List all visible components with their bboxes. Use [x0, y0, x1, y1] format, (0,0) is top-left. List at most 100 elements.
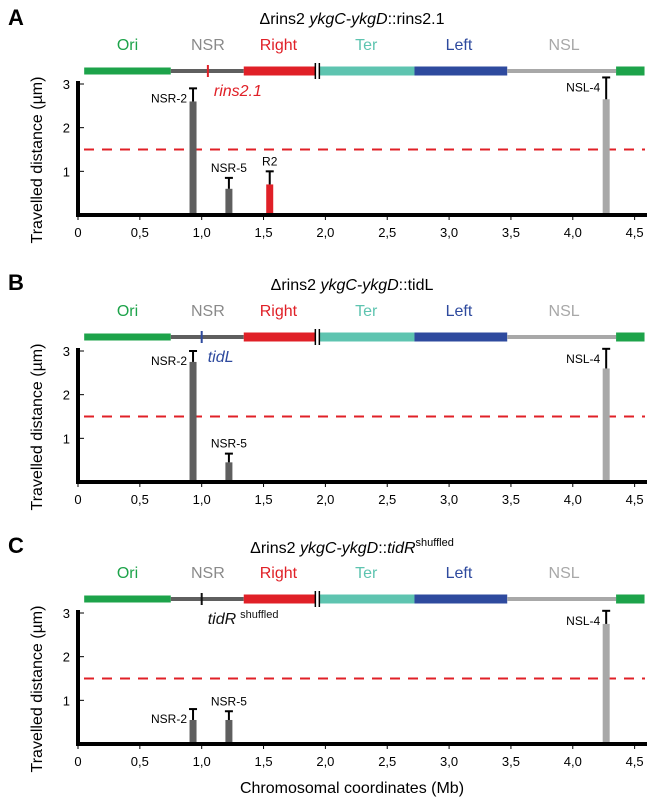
panel-letter: A [8, 5, 24, 30]
title-italic: ykgC-ykgD [299, 540, 379, 557]
bar-nsr-2 [189, 101, 197, 213]
x-tick-label: 0 [74, 225, 81, 240]
x-tick-label: 3,0 [440, 492, 458, 507]
x-tick-label: 3,5 [502, 225, 520, 240]
x-tick-label: 4,0 [564, 754, 582, 769]
title-suffix: ::tidL [399, 277, 434, 294]
x-tick-label: 2,5 [378, 492, 396, 507]
bar-r2 [266, 184, 274, 213]
map-label-left: Left [446, 303, 473, 320]
insert-label-text: tidR [208, 611, 237, 628]
panel-letter: B [8, 270, 24, 295]
map-label-left: Left [446, 37, 473, 54]
x-axis-label: Chromosomal coordinates (Mb) [240, 780, 464, 797]
bar-label: NSL-4 [566, 352, 600, 366]
bar-label: NSL-4 [566, 80, 600, 94]
x-tick-label: 4,5 [626, 754, 644, 769]
map-label-ter: Ter [355, 303, 378, 320]
x-tick-label: 1,0 [193, 492, 211, 507]
insert-label-superscript: shuffled [240, 609, 278, 621]
map-label-ori: Ori [117, 303, 138, 320]
map-label-ori: Ori [117, 37, 138, 54]
bar-label: NSR-5 [211, 437, 247, 451]
y-tick-label: 3 [63, 606, 70, 621]
title-superscript: shuffled [416, 537, 454, 549]
y-tick-label: 1 [63, 164, 70, 179]
x-tick-label: 2,0 [316, 492, 334, 507]
x-tick-label: 1,0 [193, 754, 211, 769]
map-label-nsl: NSL [549, 303, 580, 320]
bar-nsr-5 [225, 719, 233, 742]
y-axis-label: Travelled distance (µm) [29, 77, 46, 244]
panel-title: Δrins2 ykgC-ykgD::tidRshuffled [250, 537, 454, 557]
title-italic-2: tidR [387, 540, 416, 557]
bar-nsr-5 [225, 188, 233, 213]
x-tick-label: 2,0 [316, 225, 334, 240]
x-tick-label: 4,0 [564, 225, 582, 240]
y-tick-label: 2 [63, 650, 70, 665]
map-label-nsl: NSL [549, 565, 580, 582]
x-tick-label: 0,5 [131, 225, 149, 240]
map-label-right: Right [260, 303, 298, 320]
map-label-ter: Ter [355, 565, 378, 582]
x-tick-label: 0 [74, 492, 81, 507]
x-tick-label: 0,5 [131, 754, 149, 769]
insert-label-text: rins2.1 [214, 83, 262, 100]
x-tick-label: 4,0 [564, 492, 582, 507]
map-label-ter: Ter [355, 37, 378, 54]
title-prefix: Δrins2 [271, 277, 321, 294]
title-suffix: ::rins2.1 [388, 11, 445, 28]
title-italic: ykgC-ykgD [319, 277, 399, 294]
y-tick-label: 1 [63, 431, 70, 446]
bar-label: NSR-2 [151, 354, 187, 368]
x-tick-label: 0 [74, 754, 81, 769]
bar-nsl-4 [602, 368, 610, 480]
title-suffix: :: [378, 540, 387, 557]
map-label-nsr: NSR [191, 303, 225, 320]
bar-nsr-2 [189, 719, 197, 742]
bar-label: NSR-5 [211, 694, 247, 708]
bar-nsr-5 [225, 462, 233, 480]
map-label-ori: Ori [117, 565, 138, 582]
x-tick-label: 4,5 [626, 492, 644, 507]
bar-label: NSL-4 [566, 614, 600, 628]
panel-title: Δrins2 ykgC-ykgD::tidL [271, 277, 434, 294]
y-tick-label: 1 [63, 693, 70, 708]
bar-nsr-2 [189, 361, 197, 480]
y-tick-label: 2 [63, 121, 70, 136]
x-tick-label: 2,5 [378, 754, 396, 769]
map-label-right: Right [260, 565, 298, 582]
insert-label: tidL [208, 349, 234, 366]
map-label-left: Left [446, 565, 473, 582]
insert-label: tidR shuffled [208, 609, 279, 628]
y-tick-label: 3 [63, 77, 70, 92]
insert-label-text: tidL [208, 349, 234, 366]
bar-nsl-4 [602, 99, 610, 213]
title-italic: ykgC-ykgD [308, 11, 388, 28]
y-axis-label: Travelled distance (µm) [29, 606, 46, 773]
x-tick-label: 1,0 [193, 225, 211, 240]
insert-label: rins2.1 [214, 83, 262, 100]
bar-nsl-4 [602, 623, 610, 742]
map-label-right: Right [260, 37, 298, 54]
x-tick-label: 0,5 [131, 492, 149, 507]
bar-label: NSR-5 [211, 161, 247, 175]
panel-letter: C [8, 533, 24, 558]
x-tick-label: 2,5 [378, 225, 396, 240]
x-tick-label: 1,5 [255, 754, 273, 769]
x-tick-label: 2,0 [316, 754, 334, 769]
y-axis-label: Travelled distance (µm) [29, 344, 46, 511]
x-tick-label: 3,5 [502, 492, 520, 507]
title-prefix: Δrins2 [260, 11, 310, 28]
x-tick-label: 3,0 [440, 225, 458, 240]
map-label-nsl: NSL [549, 37, 580, 54]
title-prefix: Δrins2 [250, 540, 300, 557]
x-tick-label: 3,5 [502, 754, 520, 769]
y-tick-label: 2 [63, 388, 70, 403]
x-tick-label: 1,5 [255, 492, 273, 507]
x-tick-label: 4,5 [626, 225, 644, 240]
